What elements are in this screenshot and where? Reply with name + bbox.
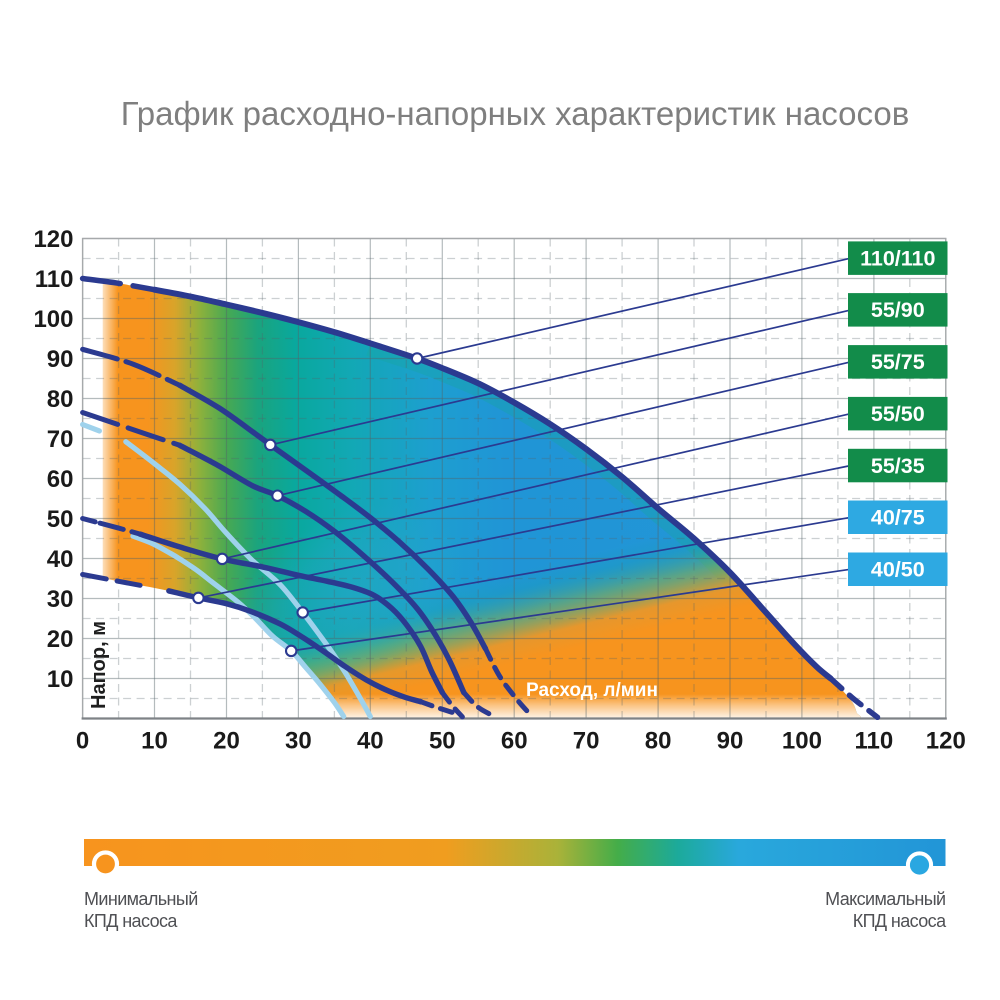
svg-text:Минимальный: Минимальный [84,889,198,909]
svg-text:70: 70 [573,728,600,755]
svg-text:30: 30 [285,728,312,755]
svg-text:Расход, л/мин: Расход, л/мин [526,680,658,701]
svg-text:40/75: 40/75 [871,506,925,530]
svg-text:20: 20 [213,728,240,755]
svg-text:График расходно-напорных харак: График расходно-напорных характеристик н… [121,95,910,132]
svg-text:80: 80 [645,728,672,755]
svg-text:Максимальный: Максимальный [825,889,945,909]
svg-text:60: 60 [47,466,74,493]
svg-text:110/110: 110/110 [860,246,935,270]
svg-text:50: 50 [47,506,74,533]
svg-text:110: 110 [35,266,74,293]
svg-text:55/35: 55/35 [871,454,925,478]
svg-text:90: 90 [717,728,744,755]
svg-text:120: 120 [33,226,73,253]
svg-text:100: 100 [782,728,822,755]
svg-text:110: 110 [855,728,894,755]
svg-text:30: 30 [47,586,74,613]
svg-text:55/75: 55/75 [871,350,925,374]
svg-text:КПД насоса: КПД насоса [853,911,947,931]
svg-text:120: 120 [926,728,966,755]
svg-text:70: 70 [47,426,74,453]
svg-text:50: 50 [429,728,456,755]
svg-text:Напор, м: Напор, м [88,621,110,709]
svg-text:40: 40 [357,728,384,755]
svg-text:100: 100 [33,306,73,333]
svg-text:10: 10 [141,728,168,755]
svg-text:0: 0 [76,728,89,755]
svg-text:60: 60 [501,728,528,755]
svg-text:10: 10 [47,666,74,693]
svg-text:20: 20 [47,626,74,653]
svg-text:80: 80 [47,386,74,413]
svg-text:40/50: 40/50 [871,558,925,582]
svg-text:КПД насоса: КПД насоса [84,911,178,931]
svg-text:55/90: 55/90 [871,298,925,322]
svg-text:90: 90 [47,346,74,373]
svg-text:55/50: 55/50 [871,402,925,426]
svg-text:40: 40 [47,546,74,573]
